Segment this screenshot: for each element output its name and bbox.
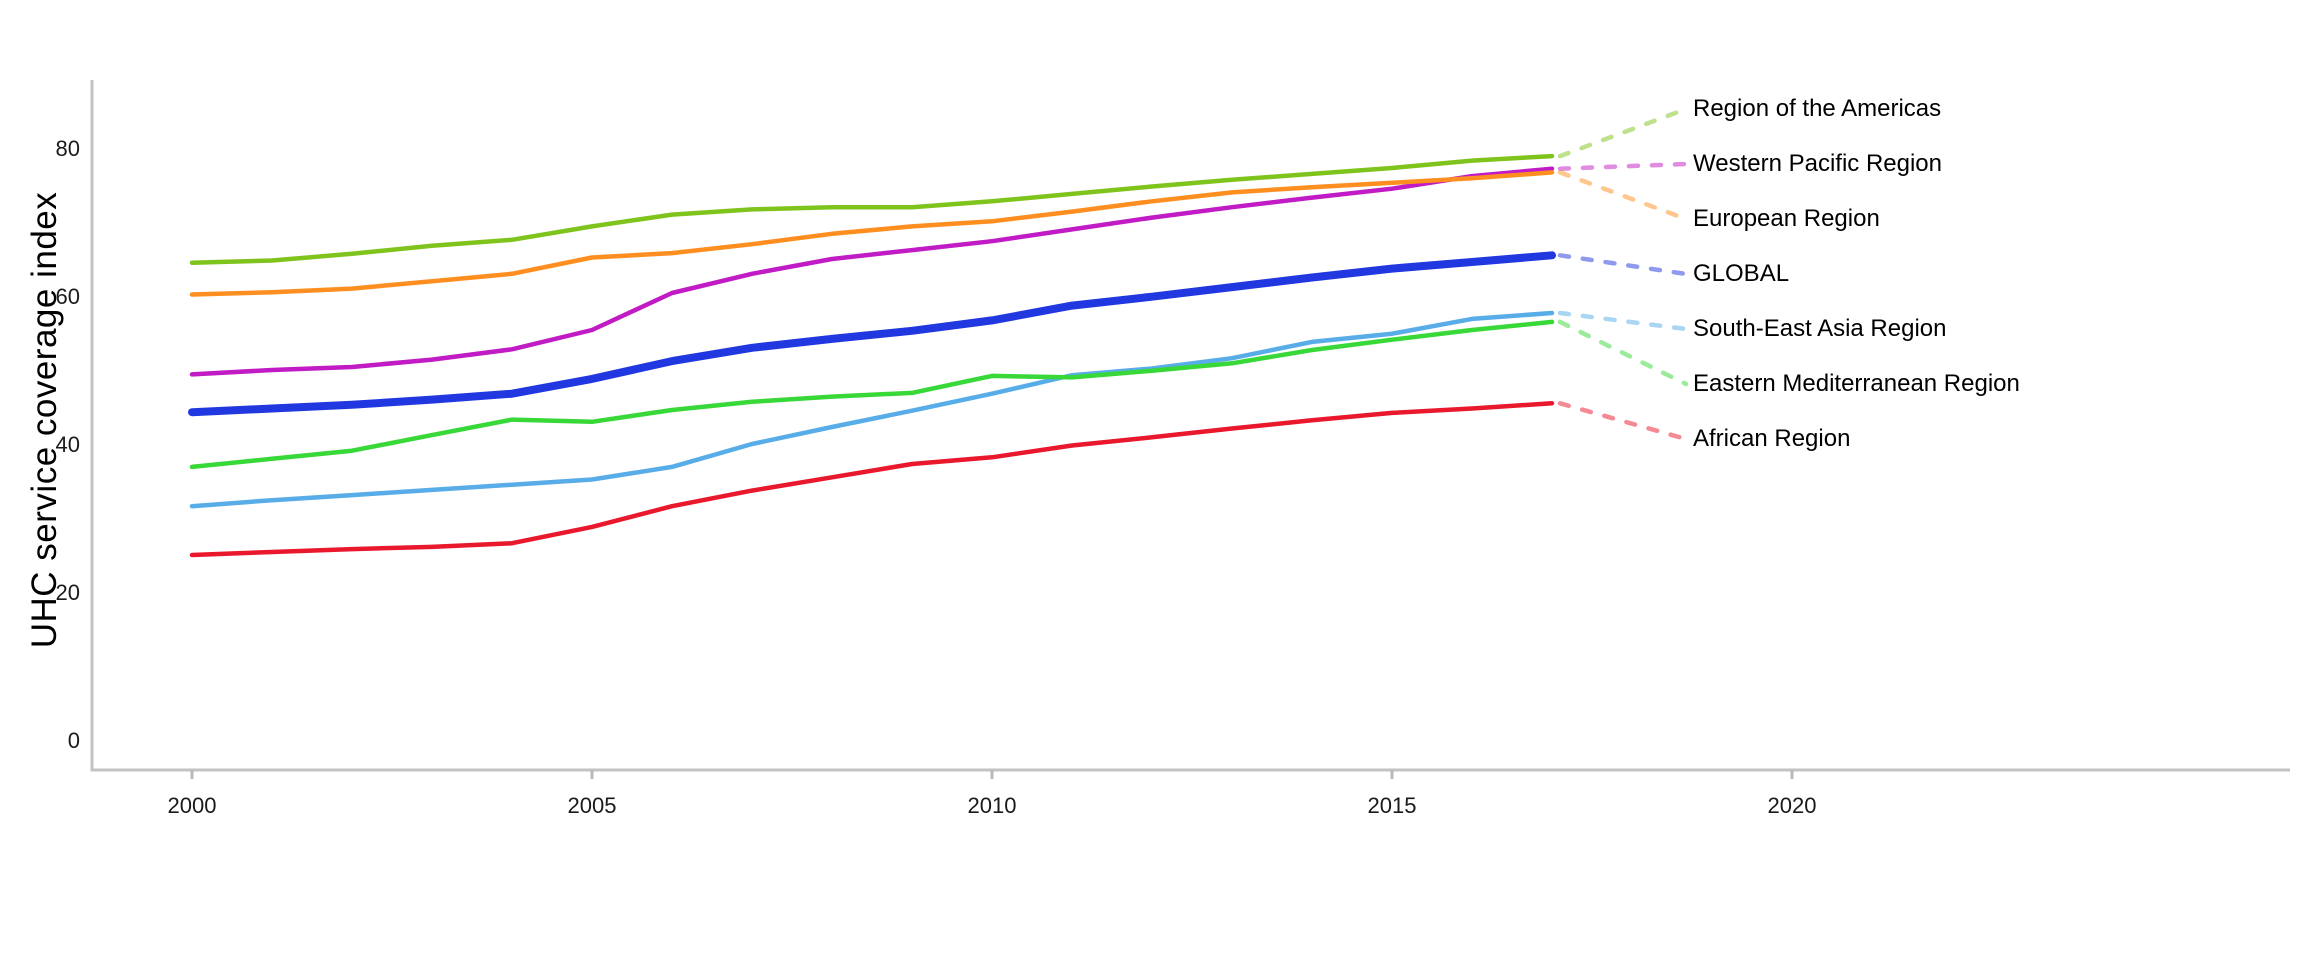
x-tick-label: 2020 [1768,793,1817,818]
series-line-6 [189,401,1555,558]
y-tick-label: 20 [56,580,80,605]
legend-label-african: African Region [1693,425,1851,452]
legend-label-americas: Region of the Americas [1693,95,1942,122]
x-tick-label: 2015 [1368,793,1417,818]
series-line-4 [189,310,1555,509]
y-tick-label: 80 [56,136,80,161]
series-line-0 [189,153,1555,265]
y-tick-label: 40 [56,432,80,457]
legend-label-european: European Region [1693,205,1880,232]
series-line-2 [189,170,1555,297]
y-tick-label: 0 [68,728,80,753]
legend-label-eastern-mediterranean: Eastern Mediterranean Region [1693,370,2020,397]
legend-leader-3 [1557,253,1689,277]
series-line-1 [189,166,1555,377]
x-tick-label: 2005 [568,793,617,818]
legend-leader-0 [1557,106,1689,159]
legend-label-western-pacific: Western Pacific Region [1693,150,1942,177]
legend-leader-6 [1557,401,1689,442]
axis-lines [90,80,2290,772]
y-tick-label: 60 [56,284,80,309]
legend-leader-4 [1557,310,1689,332]
legend-leader-5 [1557,319,1689,387]
series-line-5 [189,319,1555,470]
legend-leader-2 [1557,170,1689,222]
series-line-3 [188,251,1556,417]
legend-leader-1 [1557,161,1689,171]
legend-label-global: GLOBAL [1693,260,1790,287]
x-tick-label: 2010 [968,793,1017,818]
y-axis-title: UHC service coverage index [25,191,64,649]
x-tick-label: 2000 [168,793,217,818]
legend-label-south-east-asia: South-East Asia Region [1693,315,1947,342]
